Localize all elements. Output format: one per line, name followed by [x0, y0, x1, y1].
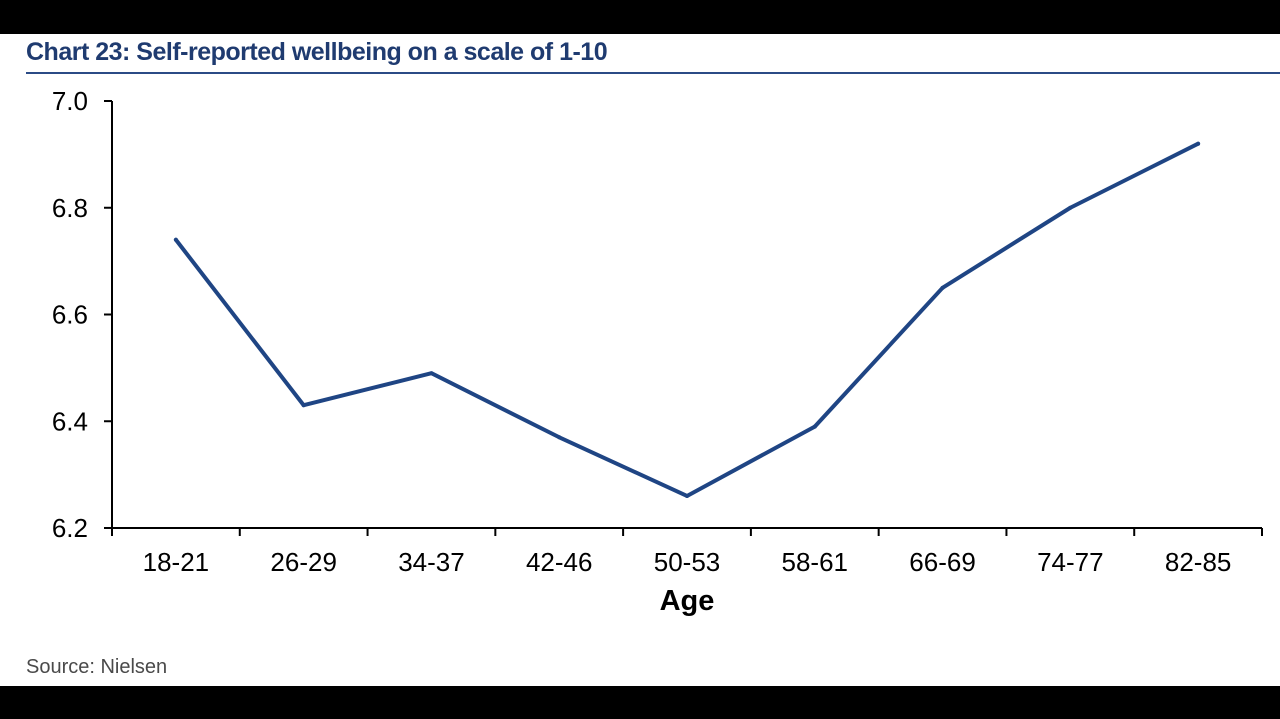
x-tick-label: 66-69 — [909, 547, 976, 577]
x-tick-label: 34-37 — [398, 547, 465, 577]
source-note: Source: Nielsen — [26, 656, 168, 678]
data-point — [1068, 205, 1073, 210]
chart-frame: Chart 23: Self-reported wellbeing on a s… — [0, 34, 1280, 686]
x-tick-label: 42-46 — [526, 547, 593, 577]
data-point — [812, 424, 817, 429]
x-tick-label: 58-61 — [782, 547, 849, 577]
x-tick-label: 26-29 — [270, 547, 337, 577]
x-tick-label: 82-85 — [1165, 547, 1232, 577]
x-axis-title: Age — [660, 585, 715, 617]
data-point — [1196, 141, 1201, 146]
x-tick-label: 18-21 — [143, 547, 210, 577]
line-chart: 6.2 6.4 6.6 6.8 7.0 18-21 26-29 34-37 42-46 50-53… — [52, 86, 1263, 617]
data-point — [557, 435, 562, 440]
y-tick-label: 6.4 — [52, 406, 88, 436]
chart-title: Chart 23: Self-reported wellbeing on a s… — [26, 38, 608, 66]
data-point — [940, 285, 945, 290]
data-point — [173, 237, 178, 242]
y-tick-label: 6.6 — [52, 300, 88, 330]
x-tick-label: 50-53 — [654, 547, 721, 577]
y-tick-label: 6.8 — [52, 193, 88, 223]
y-tick-label: 7.0 — [52, 86, 88, 116]
x-tick-label: 74-77 — [1037, 547, 1104, 577]
data-point — [685, 493, 689, 498]
series-line — [173, 141, 1201, 498]
data-point — [429, 371, 434, 376]
y-tick-label: 6.2 — [52, 513, 88, 543]
data-point — [301, 403, 306, 408]
title-divider — [26, 72, 1280, 74]
